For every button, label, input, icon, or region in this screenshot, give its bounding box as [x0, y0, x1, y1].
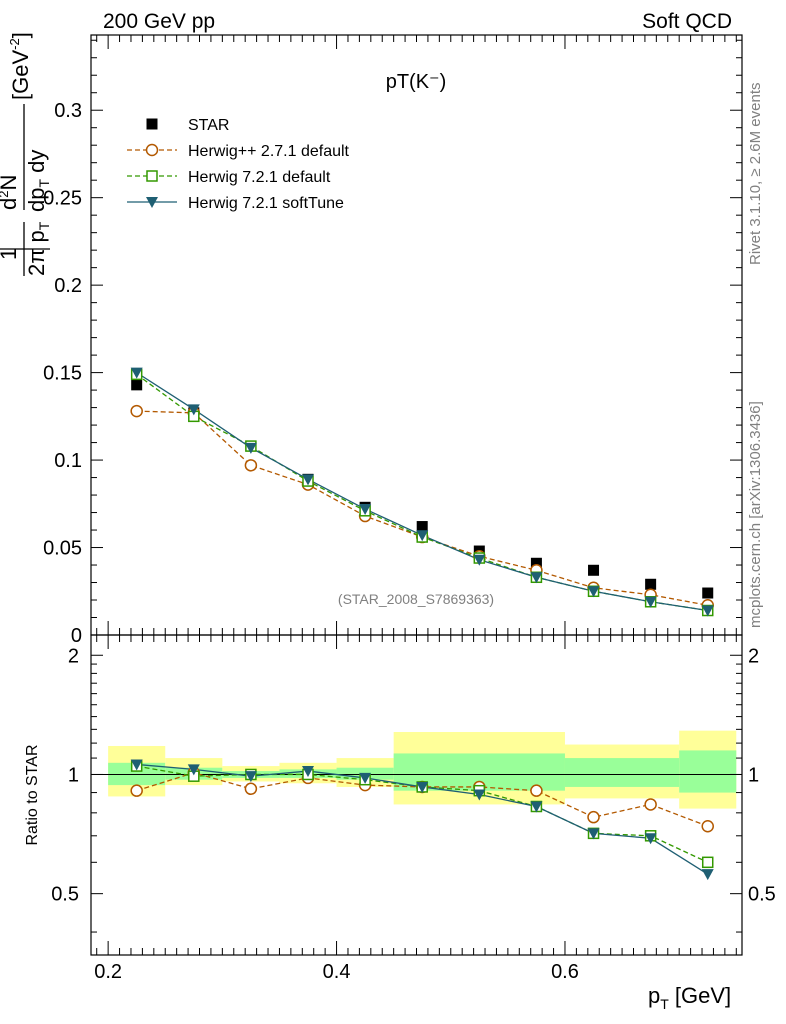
main-series-line-1: [136, 410, 708, 606]
ratio-data-point-s2: [302, 766, 314, 778]
ratio-data-point-s0: [244, 782, 258, 796]
svg-text:d2N: d2N: [0, 175, 21, 210]
x-tick-label: 0.4: [323, 961, 351, 983]
ratio-y-tick-label-left: 0.5: [51, 884, 79, 906]
main-data-point-s3: [187, 404, 200, 416]
mcplots-reference-label: mcplots.cern.ch [arXiv:1306.3436]: [747, 401, 764, 628]
svg-text:[GeV-2]: [GeV-2]: [7, 32, 33, 100]
main-data-point-s3: [244, 442, 257, 454]
legend-marker: [146, 197, 158, 208]
x-tick-label: 0.2: [94, 961, 122, 983]
ratio-plot-series: [130, 759, 714, 881]
ratio-data-point-s2: [473, 789, 486, 801]
main-data-point-s1: [244, 459, 258, 472]
x-tick-label: 0.6: [551, 961, 579, 983]
y-axis-label: 1 2π pT d2N dpT dy [GeV-2]: [0, 32, 52, 276]
legend-marker: [146, 170, 158, 182]
legend: STAR Herwig++ 2.7.1 default Herwig 7.2.1 d…: [127, 117, 350, 212]
ratio-y-tick-label-right: 0.5: [748, 884, 776, 906]
ratio-data-point-s0: [130, 784, 143, 797]
ratio-data-point-s2: [587, 828, 600, 840]
analysis-watermark: (STAR_2008_S7869363): [338, 591, 494, 607]
ratio-data-point-s1: [701, 856, 714, 869]
ratio-data-point-s2: [530, 801, 543, 813]
ratio-y-tick-label-right: 2: [748, 645, 759, 667]
svg-text:pT [GeV]: pT [GeV]: [648, 983, 731, 1012]
main-series-line-2: [136, 373, 708, 612]
ratio-y-tick-label-left: 2: [68, 645, 79, 667]
main-y-tick-label: 0.05: [43, 538, 82, 560]
legend-marker: [146, 118, 158, 130]
main-data-point-s3: [473, 554, 486, 566]
legend-label: Herwig 7.2.1 default: [188, 169, 331, 186]
ratio-data-point-s2: [187, 764, 200, 776]
main-data-point-s3: [530, 572, 543, 584]
main-data-point-s0: [416, 521, 428, 533]
main-data-point-s3: [302, 474, 314, 486]
main-data-point-s1: [130, 404, 143, 418]
main-axis-ticks: 0 0.05 0.1 0.15 0.2 0.25 0.3: [43, 35, 742, 647]
main-data-point-s3: [644, 596, 657, 608]
legend-label: Herwig++ 2.7.1 default: [188, 143, 350, 160]
ratio-band-green-7: [679, 750, 737, 793]
category-label: Soft QCD: [642, 10, 732, 33]
main-y-tick-label: 0.25: [43, 188, 82, 210]
svg-text:dpT dy: dpT dy: [24, 150, 52, 212]
main-data-point-s0: [645, 578, 657, 590]
plot-title: pT(K⁻): [386, 71, 447, 93]
ratio-axis-ticks: 0.5 0.5 1 1 2 2 0.2 0.4 0.6: [51, 635, 776, 983]
main-data-point-s3: [587, 586, 600, 598]
ratio-data-point-s2: [359, 772, 372, 784]
main-data-point-s3: [130, 367, 143, 379]
main-data-point-s0: [530, 557, 542, 569]
main-data-point-s0: [702, 587, 714, 599]
rivet-version-label: Rivet 3.1.10, ≥ 2.6M events: [747, 83, 764, 266]
ratio-uncertainty-bands: [108, 730, 737, 809]
ratio-data-point-s0: [701, 819, 714, 833]
main-y-tick-label: 0.3: [54, 100, 82, 122]
main-data-point-s3: [701, 605, 714, 617]
svg-text:1: 1: [0, 248, 21, 260]
main-y-tick-label: 0.1: [54, 450, 82, 472]
main-y-tick-label: 0.2: [54, 275, 82, 297]
ratio-series-line-1: [136, 765, 709, 863]
main-data-point-s0: [131, 379, 143, 391]
ratio-data-point-s2: [244, 771, 257, 783]
ratio-data-point-s0: [530, 784, 543, 797]
svg-text:2π pT: 2π pT: [24, 221, 52, 276]
legend-marker: [145, 143, 159, 157]
legend-label: STAR: [188, 117, 229, 134]
ratio-plot-frame: [90, 634, 743, 956]
ratio-data-point-s2: [644, 833, 657, 845]
ratio-data-point-s2: [416, 781, 429, 793]
main-data-point-s0: [588, 564, 600, 576]
main-data-point-s3: [359, 504, 372, 516]
x-axis-label: pT [GeV]: [648, 983, 731, 1012]
ratio-y-axis-label: Ratio to STAR: [24, 744, 41, 845]
main-y-tick-label: 0: [71, 625, 82, 647]
ratio-y-tick-label-left: 1: [68, 764, 79, 786]
ratio-y-tick-label-right: 1: [748, 764, 759, 786]
energy-label: 200 GeV pp: [103, 10, 215, 33]
main-data-point-s3: [416, 530, 429, 542]
ratio-data-point-s0: [644, 798, 657, 811]
ratio-data-point-s0: [587, 810, 600, 824]
main-plot-series: [130, 367, 714, 617]
ratio-data-point-s2: [701, 869, 714, 881]
main-series-line-3: [136, 372, 708, 612]
ratio-data-point-s2: [130, 759, 143, 771]
legend-label: Herwig 7.2.1 softTune: [188, 195, 344, 212]
main-y-tick-label: 0.15: [43, 363, 82, 385]
ratio-band-green-6: [564, 758, 680, 787]
